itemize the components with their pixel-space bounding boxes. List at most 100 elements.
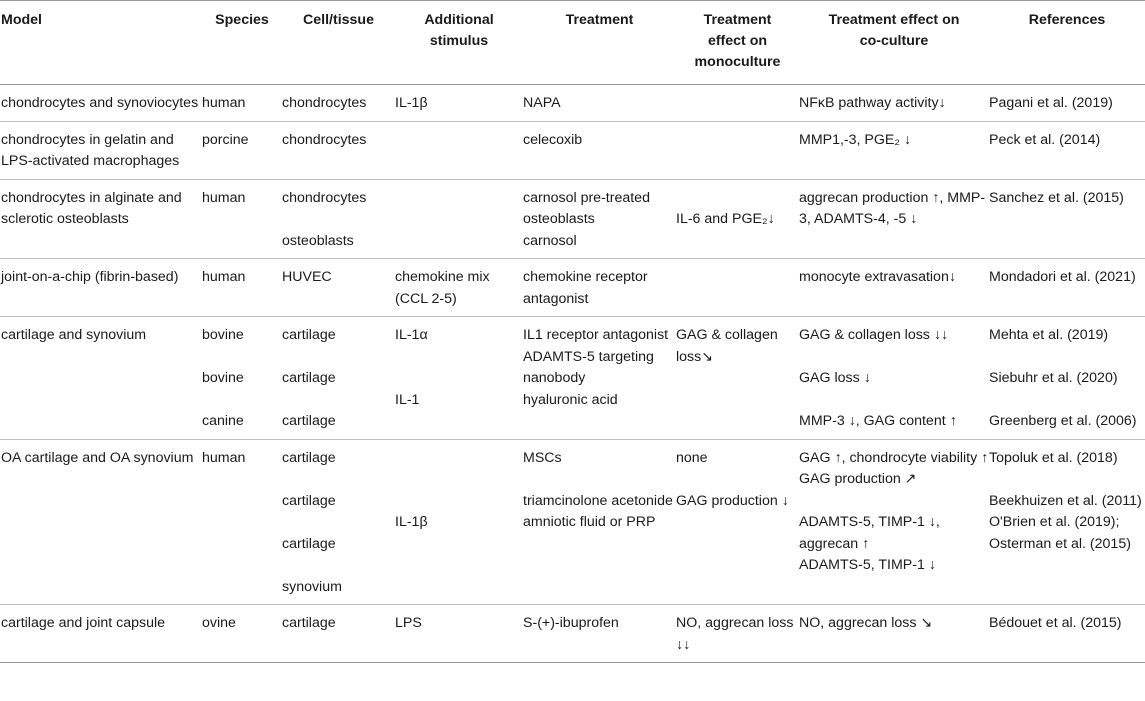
cell-co-entry: monocyte extravasation↓ [799, 269, 956, 285]
spacer [989, 347, 1145, 369]
cell-model: chondrocytes in alginate and sclerotic o… [0, 179, 202, 259]
cell-species-entry: porcine [202, 131, 249, 148]
cell-species: porcine [202, 121, 282, 180]
header-treatment-effect-co-text: Treatment effect on co-culture [828, 12, 960, 49]
cell-co-entry: NFκB pathway activity↓ [799, 95, 946, 111]
spacer [395, 347, 523, 369]
cell-species-entry: bovine [202, 327, 244, 343]
cell-mono-entry: GAG production ↓ [676, 492, 789, 509]
cell-cell: chondrocytes [282, 121, 395, 180]
cell-treatment-entry: carnosol pre-treated osteoblasts [523, 189, 650, 228]
cell-co-entry: GAG loss ↓ [799, 370, 871, 386]
spacer [282, 512, 395, 534]
spacer [202, 390, 282, 412]
spacer [282, 469, 395, 491]
spacer [676, 469, 799, 491]
cell-treatment: celecoxib [523, 121, 676, 180]
cell-cell-entry: cartilage [282, 492, 336, 509]
cell-co-entry: MMP1,-3, PGE₂ ↓ [799, 131, 911, 148]
cell-mono: none GAG production ↓ [676, 439, 799, 605]
cell-mono-entry: none [676, 449, 708, 466]
cell-model: chondrocytes and synoviocytes [0, 84, 202, 122]
cell-mono [676, 258, 799, 317]
cell-cell: cartilage [282, 604, 395, 663]
cell-refs: Pagani et al. (2019) [989, 84, 1145, 122]
cell-cell-entry: cartilage [282, 413, 336, 429]
cell-mono: GAG & collagen loss↘ [676, 316, 799, 440]
header-treatment-effect-co: Treatment effect on co-culture [799, 0, 989, 85]
cell-species: human [202, 84, 282, 122]
cell-mono-entry: NO, aggrecan loss ↓↓ [676, 615, 794, 653]
cell-stimulus-entry: IL-1 [395, 391, 420, 408]
cell-model: cartilage and joint capsule [0, 604, 202, 663]
cell-cell: chondrocytes [282, 84, 395, 122]
cell-stimulus [395, 121, 523, 180]
header-model: Model [0, 0, 202, 85]
cell-co: GAG & collagen loss ↓↓ GAG loss ↓ MMP-3 ↓,… [799, 316, 989, 440]
cell-stimulus-entry: chemokine mix (CCL 2-5) [395, 269, 490, 307]
cell-co: GAG ↑, chondrocyte viability ↑ GAG produc… [799, 439, 989, 605]
cell-co: NFκB pathway activity↓ [799, 84, 989, 122]
cell-treatment-entry: IL1 receptor antagonist [523, 327, 669, 343]
cell-refs-entry: Greenberg et al. (2006) [989, 413, 1137, 429]
cell-refs-entry: O'Brien et al. (2019); Osterman et al. (… [989, 514, 1131, 552]
spacer [676, 368, 799, 390]
cell-species-entry: bovine [202, 370, 244, 386]
table-row: cartilage and joint capsule ovine cartilag… [0, 604, 1145, 663]
cell-cell-entry: cartilage [282, 535, 336, 552]
cell-refs-entry: Mondadori et al. (2021) [989, 269, 1136, 285]
cell-stimulus: IL-1α IL-1 [395, 316, 523, 440]
cell-co: monocyte extravasation↓ [799, 258, 989, 317]
spacer [523, 469, 676, 491]
cell-cell-entry: osteoblasts [282, 232, 354, 249]
header-treatment-effect-mono: Treatment effect on monoculture [676, 0, 799, 85]
cell-stimulus: IL-1β [395, 439, 523, 605]
header-additional-stimulus-text: Additional stimulus [424, 12, 494, 49]
table-row: chondrocytes and synoviocytes human chondr… [0, 84, 1145, 122]
header-cell-tissue: Cell/tissue [282, 0, 395, 85]
cell-species: human [202, 258, 282, 317]
spacer [395, 368, 523, 390]
cell-species-entry: human [202, 95, 246, 111]
cell-treatment-entry: NAPA [523, 95, 561, 111]
cell-refs-entry: Siebuhr et al. (2020) [989, 370, 1118, 386]
cell-treatment: NAPA [523, 84, 676, 122]
header-species: Species [202, 0, 282, 85]
cell-cell-entry: cartilage [282, 370, 336, 386]
spacer [799, 347, 989, 369]
cell-refs-entry: Bédouet et al. (2015) [989, 615, 1122, 631]
spacer [799, 491, 989, 513]
cell-species: ovine [202, 604, 282, 663]
cell-cell-entry: cartilage [282, 615, 336, 631]
cell-species-entry: ovine [202, 615, 236, 631]
cell-cell-entry: chondrocytes [282, 189, 367, 206]
cell-cell: cartilage cartilage cartilage [282, 316, 395, 440]
cell-co-entry: ADAMTS-5, TIMP-1 ↓, aggrecan ↑ [799, 514, 940, 552]
cell-stimulus [395, 179, 523, 259]
cell-co-entry: MMP-3 ↓, GAG content ↑ [799, 413, 957, 429]
table-row: chondrocytes in alginate and sclerotic o… [0, 179, 1145, 259]
spacer [202, 347, 282, 369]
spacer [799, 390, 989, 412]
cell-refs-entry: Peck et al. (2014) [989, 131, 1101, 148]
spacer [395, 448, 523, 470]
cell-refs: Sanchez et al. (2015) [989, 179, 1145, 259]
cell-refs: Mondadori et al. (2021) [989, 258, 1145, 317]
header-treatment-effect-mono-text: Treatment effect on monoculture [694, 12, 781, 70]
spacer [395, 491, 523, 513]
table-row: cartilage and synovium bovine bovine canine… [0, 316, 1145, 440]
cell-model: OA cartilage and OA synovium [0, 439, 202, 605]
cell-stimulus: LPS [395, 604, 523, 663]
cell-refs-entry: Topoluk et al. (2018) [989, 449, 1118, 466]
cell-refs-entry: Pagani et al. (2019) [989, 95, 1113, 111]
cell-treatment-entry: MSCs [523, 449, 562, 466]
cell-cell-entry: synovium [282, 578, 342, 595]
header-references: References [989, 0, 1145, 85]
cell-mono: IL-6 and PGE₂↓ [676, 179, 799, 259]
cell-species-entry: human [202, 269, 246, 285]
table-row: joint-on-a-chip (fibrin-based) human HUVEC… [0, 258, 1145, 317]
cell-cell-entry: chondrocytes [282, 95, 367, 111]
cell-refs-entry: Sanchez et al. (2015) [989, 189, 1124, 206]
cell-treatment: chemokine receptor antagonist [523, 258, 676, 317]
cell-stimulus-entry: LPS [395, 615, 422, 631]
